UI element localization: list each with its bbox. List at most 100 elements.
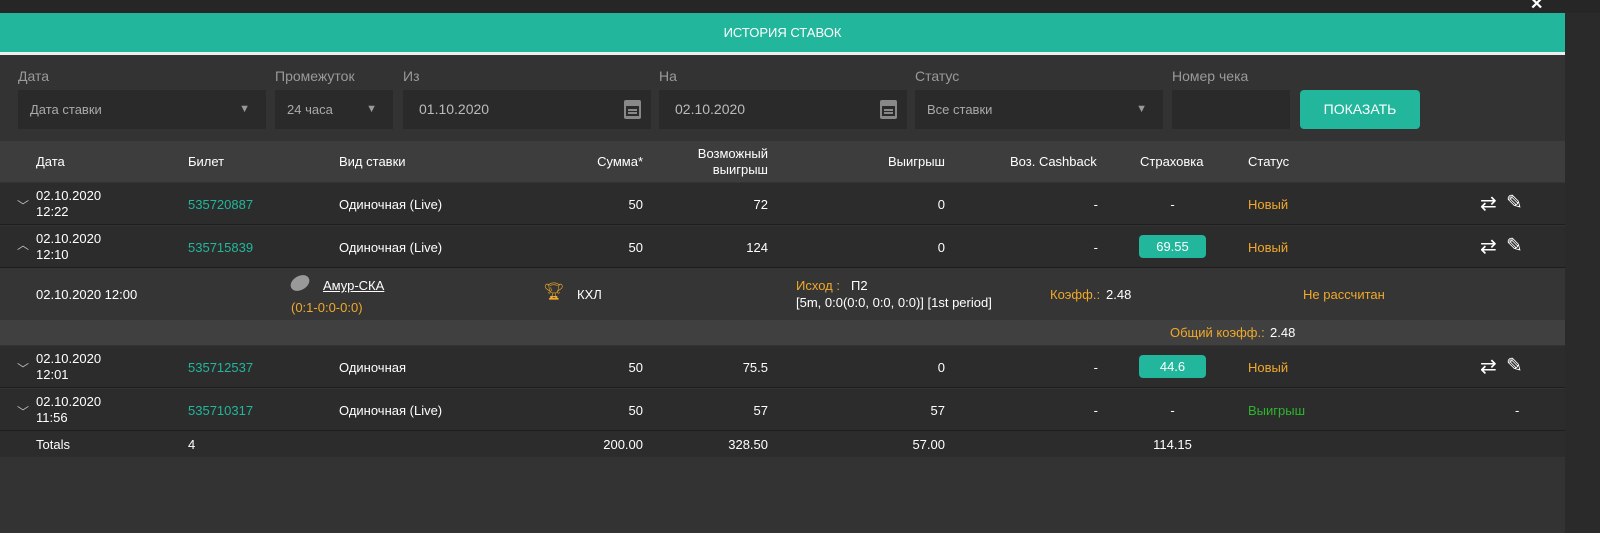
repeat-bet-icon[interactable]: ⇄ xyxy=(1480,193,1497,215)
dropdown-arrow-icon: ▼ xyxy=(1136,103,1147,115)
repeat-bet-icon[interactable]: ⇄ xyxy=(1480,356,1497,378)
insurance-badge[interactable]: 44.6 xyxy=(1139,355,1206,378)
cashback: - xyxy=(1093,197,1098,212)
chevron-up-icon[interactable]: ︿ xyxy=(17,238,30,252)
page-title: ИСТОРИЯ СТАВОК xyxy=(0,13,1565,52)
bet-type: Одиночная (Live) xyxy=(339,403,443,418)
edit-icon[interactable]: ✎ xyxy=(1506,235,1523,257)
calendar-icon[interactable] xyxy=(624,100,641,119)
market-info: [5m, 0:0(0:0, 0:0, 0:0)] [1st period] xyxy=(796,295,992,310)
cashback: - xyxy=(1093,360,1098,375)
repeat-bet-icon[interactable]: ⇄ xyxy=(1480,236,1497,258)
divider xyxy=(0,52,1565,55)
bet-type: Одиночная xyxy=(339,360,407,375)
cashback: - xyxy=(1093,403,1098,418)
win-amount: 0 xyxy=(937,197,945,212)
bet-detail-row: 02.10.2020 12:00 Амур-СКА (0:1-0:0-0:0) … xyxy=(0,268,1565,320)
ticket-link[interactable]: 535710317 xyxy=(188,403,254,418)
to-date-value: 02.10.2020 xyxy=(675,101,746,117)
totals-sum: 200.00 xyxy=(603,437,643,452)
col-status: Статус xyxy=(1248,154,1290,169)
totals-row: Totals 4 200.00 328.50 57.00 114.15 xyxy=(0,431,1565,457)
edit-icon[interactable]: ✎ xyxy=(1506,192,1523,214)
possible-win: 57 xyxy=(753,403,768,418)
possible-win: 72 xyxy=(753,197,768,212)
row-time: 11:56 xyxy=(36,410,68,425)
bet-type: Одиночная (Live) xyxy=(339,240,443,255)
status-value: Все ставки xyxy=(927,102,993,117)
close-icon[interactable]: ✕ xyxy=(1530,0,1544,13)
row-date: 02.10.2020 xyxy=(36,394,102,409)
period-label: Промежуток xyxy=(275,68,355,84)
table-row[interactable]: ﹀ 02.10.2020 12:01 535712537 Одиночная 5… xyxy=(0,346,1565,388)
show-button[interactable]: ПОКАЗАТЬ xyxy=(1300,90,1420,129)
coef-label: Коэфф.: xyxy=(1050,287,1101,302)
insurance: - xyxy=(1170,403,1175,418)
bet-sum: 50 xyxy=(628,240,643,255)
event-link[interactable]: Амур-СКА xyxy=(323,278,385,293)
edit-icon[interactable]: ✎ xyxy=(1506,355,1523,377)
from-date-input[interactable]: 01.10.2020 xyxy=(403,90,651,129)
table-row[interactable]: ﹀ 02.10.2020 11:56 535710317 Одиночная (… xyxy=(0,389,1565,431)
to-label: На xyxy=(659,68,677,84)
total-coef-row: Общий коэфф.: 2.48 xyxy=(0,320,1565,345)
totals-label: Totals xyxy=(36,437,70,452)
col-insurance: Страховка xyxy=(1140,154,1204,169)
top-bar xyxy=(0,0,1600,13)
col-type: Вид ставки xyxy=(339,154,406,169)
dropdown-arrow-icon: ▼ xyxy=(239,103,250,115)
event-score: (0:1-0:0-0:0) xyxy=(291,300,363,315)
row-time: 12:10 xyxy=(36,247,69,262)
insurance-badge[interactable]: 69.55 xyxy=(1139,235,1206,258)
row-time: 12:22 xyxy=(36,204,69,219)
bet-sum: 50 xyxy=(628,403,643,418)
totals-win: 57.00 xyxy=(912,437,945,452)
total-coef-value: 2.48 xyxy=(1270,325,1296,340)
win-amount: 57 xyxy=(930,403,945,418)
possible-win: 124 xyxy=(746,240,768,255)
col-date: Дата xyxy=(36,154,65,169)
total-coef-label: Общий коэфф.: xyxy=(1170,325,1265,340)
col-cashback: Воз. Cashback xyxy=(1010,154,1097,169)
table-row[interactable]: ﹀ 02.10.2020 12:22 535720887 Одиночная (… xyxy=(0,183,1565,225)
detail-datetime: 02.10.2020 12:00 xyxy=(36,287,138,302)
no-action: - xyxy=(1515,403,1520,418)
col-sum: Сумма* xyxy=(597,154,643,169)
from-date-value: 01.10.2020 xyxy=(419,101,490,117)
calendar-icon[interactable] xyxy=(880,100,897,119)
status-label: Статус xyxy=(915,68,960,84)
status-text: Новый xyxy=(1248,197,1289,212)
outcome-label: Исход : xyxy=(796,278,840,293)
outcome-value: П2 xyxy=(851,278,868,293)
to-date-input[interactable]: 02.10.2020 xyxy=(659,90,907,129)
ticket-link[interactable]: 535715839 xyxy=(188,240,254,255)
col-win: Выигрыш xyxy=(887,154,945,169)
period-select[interactable]: 24 часа ▼ xyxy=(275,90,393,129)
table-header xyxy=(0,141,1565,182)
trophy-icon: 🏆︎ xyxy=(543,282,565,301)
ticket-link[interactable]: 535712537 xyxy=(188,360,254,375)
chevron-down-icon[interactable]: ﹀ xyxy=(17,362,30,376)
chevron-down-icon[interactable]: ﹀ xyxy=(17,405,30,419)
totals-count: 4 xyxy=(188,437,196,452)
row-date: 02.10.2020 xyxy=(36,231,102,246)
hockey-puck-icon xyxy=(287,271,313,295)
table-row[interactable]: ︿ 02.10.2020 12:10 535715839 Одиночная (… xyxy=(0,226,1565,268)
col-ticket: Билет xyxy=(188,154,225,169)
status-text: Новый xyxy=(1248,360,1289,375)
status-select[interactable]: Все ставки ▼ xyxy=(915,90,1163,129)
bet-type: Одиночная (Live) xyxy=(339,197,443,212)
coef-value: 2.48 xyxy=(1106,287,1132,302)
bet-sum: 50 xyxy=(628,197,643,212)
detail-status: Не рассчитан xyxy=(1303,287,1385,302)
col-possible-2: выигрыш xyxy=(712,162,768,177)
chevron-down-icon[interactable]: ﹀ xyxy=(17,199,30,213)
row-date: 02.10.2020 xyxy=(36,351,102,366)
receipt-label: Номер чека xyxy=(1172,68,1249,84)
possible-win: 75.5 xyxy=(742,360,768,375)
receipt-number-input[interactable] xyxy=(1172,90,1290,129)
league-name: КХЛ xyxy=(577,287,602,302)
totals-insurance: 114.15 xyxy=(1153,437,1192,452)
ticket-link[interactable]: 535720887 xyxy=(188,197,254,212)
date-type-select[interactable]: Дата ставки ▼ xyxy=(18,90,266,129)
